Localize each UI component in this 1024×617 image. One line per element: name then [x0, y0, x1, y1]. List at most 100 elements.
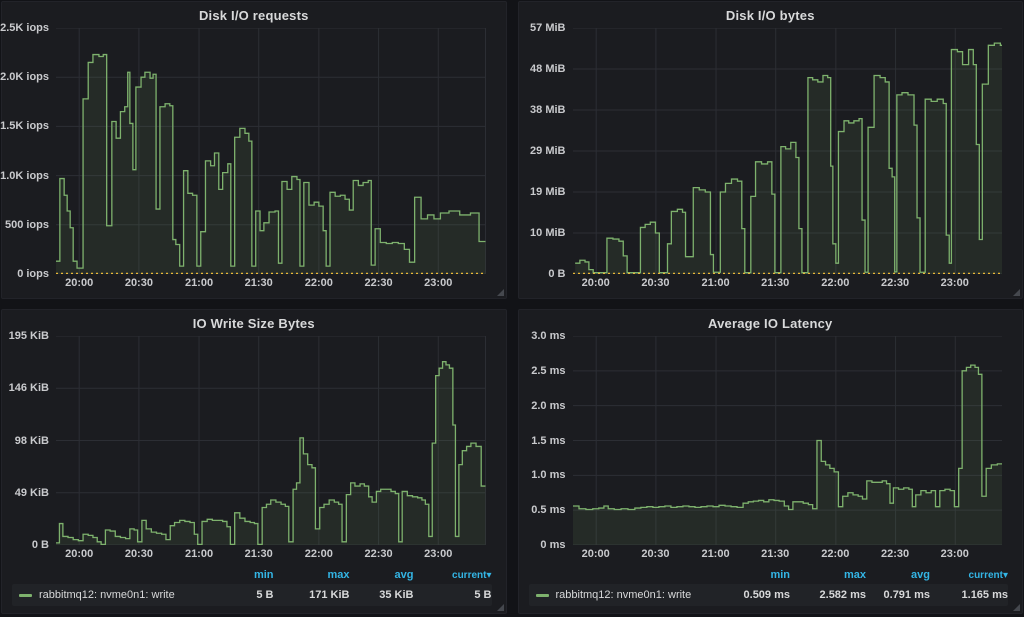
x-tick-label: 22:30 [364, 277, 393, 289]
y-tick-label: 98 KiB [14, 434, 49, 447]
panel-header[interactable]: Disk I/O requests [2, 2, 506, 28]
x-tick-label: 22:30 [880, 277, 910, 289]
x-tick-label: 23:00 [940, 548, 969, 560]
y-tick-label: 38 MiB [530, 104, 566, 116]
legend-sort-min[interactable]: min [253, 568, 274, 581]
x-tick-label: 21:30 [244, 548, 273, 560]
panel-average-io-latency: Average IO Latency 0 ms 0.5 ms 1.0 ms 1.5 m… [517, 309, 1023, 614]
resize-handle-icon[interactable] [496, 604, 504, 611]
legend-current-value: 5 B [474, 589, 492, 601]
series-color-swatch[interactable] [535, 593, 549, 597]
x-tick-label: 20:30 [641, 548, 670, 560]
legend-sort-current[interactable]: current▾ [414, 569, 492, 581]
x-tick-label: 21:30 [244, 277, 273, 289]
legend-avg-value: 35 KiB [379, 589, 414, 601]
legend-sort-avg[interactable]: avg [394, 568, 414, 581]
y-tick-label: 0 ms [540, 539, 566, 551]
x-tick-label: 20:00 [581, 277, 610, 289]
panel-title[interactable]: Disk I/O requests [198, 7, 309, 23]
panel-disk-io-bytes: Disk I/O bytes 0 B 10 MiB 19 MiB 29 MiB 38 M… [517, 1, 1023, 299]
y-axis: 0 B 49 KiB 98 KiB 146 KiB 195 KiB [2, 330, 56, 551]
plot-area[interactable] [56, 28, 486, 274]
legend-row: rabbitmq12: nvme0n1: write 0.509 ms 2.58… [528, 584, 1008, 606]
plot-area[interactable] [56, 336, 486, 545]
legend-min-value: 5 B [256, 589, 274, 601]
legend-max-value: 2.582 ms [819, 589, 866, 601]
y-axis: 0 ms 0.5 ms 1.0 ms 1.5 ms 2.0 ms 2.5 ms 3.0 ms [519, 330, 573, 551]
plot-area[interactable] [572, 336, 1002, 545]
panel-header[interactable]: Average IO Latency [519, 310, 1023, 336]
panel-header[interactable]: Disk I/O bytes [519, 2, 1023, 28]
legend-current-value: 1.165 ms [961, 589, 1008, 601]
legend-sort-current[interactable]: current▾ [930, 569, 1008, 581]
x-tick-label: 21:00 [701, 548, 730, 560]
y-tick-label: 49 KiB [14, 486, 49, 499]
y-tick-label: 1.5 ms [531, 434, 566, 447]
x-tick-label: 21:00 [184, 548, 214, 560]
x-tick-label: 20:30 [124, 548, 153, 560]
resize-handle-icon[interactable] [1013, 604, 1020, 611]
y-tick-label: 2.5K iops [0, 22, 49, 34]
x-axis: 20:00 20:30 21:00 21:30 22:00 22:30 23:00 [573, 274, 1003, 291]
legend-sort-max[interactable]: max [843, 568, 866, 581]
y-axis: 0 iops 500 iops 1.0K iops 1.5K iops 2.0K iop… [0, 22, 56, 280]
x-tick-label: 22:00 [304, 548, 333, 560]
legend-row: rabbitmq12: nvme0n1: write 5 B 171 KiB 3… [12, 584, 492, 606]
x-tick-label: 23:00 [424, 548, 453, 560]
legend: min max avg current▾ rabbitmq12: nvme0n1… [12, 565, 492, 606]
y-tick-label: 146 KiB [8, 382, 49, 395]
x-tick-label: 22:00 [821, 548, 850, 560]
y-tick-label: 10 MiB [530, 227, 566, 239]
legend-header-row: min max avg current▾ [529, 565, 1008, 584]
sort-caret-icon: ▾ [486, 569, 492, 581]
chart-area: 0 B 49 KiB 98 KiB 146 KiB 195 KiB [2, 330, 506, 551]
series-name[interactable]: rabbitmq12: nvme0n1: write [555, 589, 692, 601]
chart-svg [56, 336, 486, 545]
x-tick-label: 21:00 [701, 277, 730, 289]
x-tick-label: 22:30 [364, 548, 393, 560]
y-tick-label: 1.5K iops [0, 120, 49, 133]
y-tick-label: 0.5 ms [531, 504, 566, 517]
legend-sort-min[interactable]: min [770, 568, 790, 581]
plot-area[interactable] [573, 28, 1002, 274]
series-name[interactable]: rabbitmq12: nvme0n1: write [39, 589, 175, 601]
x-tick-label: 20:00 [65, 277, 94, 289]
legend-sort-max[interactable]: max [327, 568, 350, 581]
y-tick-label: 57 MiB [530, 22, 566, 34]
panel-header[interactable]: IO Write Size Bytes [2, 310, 506, 336]
panel-title[interactable]: Average IO Latency [707, 315, 833, 331]
y-tick-label: 2.5 ms [531, 364, 566, 377]
y-tick-label: 500 iops [4, 218, 49, 231]
chart-area: 0 iops 500 iops 1.0K iops 1.5K iops 2.0K iop… [0, 22, 506, 280]
chart-svg [572, 336, 1002, 545]
chart-area: 0 B 10 MiB 19 MiB 29 MiB 38 MiB 48 MiB 57 MiB [519, 22, 1023, 280]
chart-svg [573, 28, 1002, 274]
x-tick-label: 22:00 [304, 277, 333, 289]
y-tick-label: 3.0 ms [531, 330, 566, 342]
y-axis: 0 B 10 MiB 19 MiB 29 MiB 38 MiB 48 MiB 57 MiB [519, 22, 573, 280]
legend: min max avg current▾ rabbitmq12: nvme0n1… [528, 565, 1008, 606]
y-tick-label: 0 B [548, 268, 566, 280]
legend-sort-avg[interactable]: avg [911, 568, 930, 581]
panel-title[interactable]: IO Write Size Bytes [192, 315, 315, 331]
y-tick-label: 48 MiB [530, 63, 566, 75]
x-tick-label: 23:00 [424, 277, 453, 289]
x-tick-label: 20:00 [581, 548, 610, 560]
panel-title[interactable]: Disk I/O bytes [725, 7, 815, 23]
x-tick-label: 20:00 [65, 548, 94, 560]
x-tick-label: 21:30 [761, 548, 790, 560]
y-tick-label: 2.0 ms [531, 399, 566, 412]
x-axis: 20:00 20:30 21:00 21:30 22:00 22:30 23:00 [56, 274, 486, 291]
x-tick-label: 21:30 [761, 277, 790, 289]
legend-max-value: 171 KiB [309, 589, 350, 601]
y-tick-label: 0 B [31, 539, 49, 551]
series-color-swatch[interactable] [19, 593, 32, 597]
y-tick-label: 1.0K iops [0, 169, 49, 182]
resize-handle-icon[interactable] [1013, 289, 1020, 296]
x-tick-label: 20:30 [641, 277, 670, 289]
legend-avg-value: 0.791 ms [883, 589, 930, 601]
resize-handle-icon[interactable] [496, 289, 504, 296]
x-tick-label: 23:00 [940, 277, 969, 289]
y-tick-label: 29 MiB [530, 145, 566, 157]
